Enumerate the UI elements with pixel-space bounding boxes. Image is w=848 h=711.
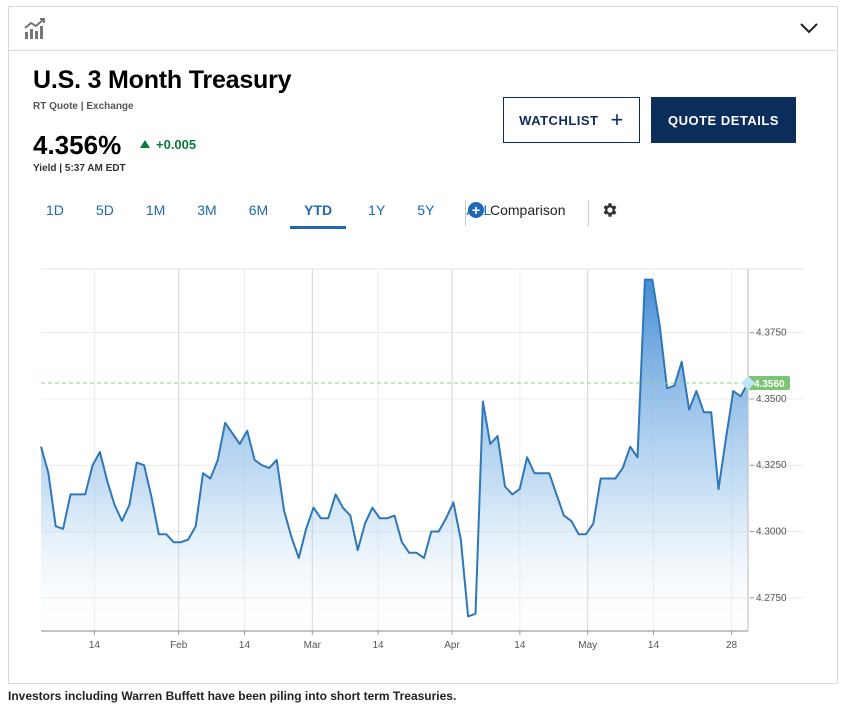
range-tab-5y[interactable]: 5Y [417, 202, 435, 218]
range-tab-5d[interactable]: 5D [95, 202, 114, 218]
range-tab-1m[interactable]: 1M [145, 202, 166, 218]
quote-details-button[interactable]: QUOTE DETAILS [651, 97, 796, 143]
comparison-label: Comparison [490, 202, 566, 218]
quote-time: Yield | 5:37 AM EDT [33, 163, 126, 174]
range-tab-3m[interactable]: 3M [197, 202, 217, 218]
security-title: U.S. 3 Month Treasury [33, 66, 292, 94]
quote-details-button-label: QUOTE DETAILS [668, 112, 779, 128]
plus-icon: + [610, 107, 624, 132]
bar-chart-trend-icon [24, 18, 45, 39]
range-tab-ytd[interactable]: YTD [290, 196, 347, 229]
chevron-down-icon[interactable] [799, 20, 819, 36]
time-range-tabs: 1D 5D 1M 3M 6M YTD 1Y 5Y ALL [30, 196, 507, 232]
price-change: +0.005 [140, 137, 196, 152]
watchlist-button[interactable]: WATCHLIST + [503, 97, 640, 143]
add-circle-icon: + [468, 202, 484, 218]
last-price: 4.356% [33, 130, 122, 160]
comparison-button[interactable]: + Comparison [468, 202, 565, 218]
up-arrow-icon [140, 140, 150, 148]
gear-icon[interactable] [601, 201, 619, 219]
price-change-value: +0.005 [156, 137, 197, 152]
range-tab-6m[interactable]: 6M [248, 202, 269, 218]
range-tab-1d[interactable]: 1D [46, 202, 64, 218]
article-caption: Investors including Warren Buffett have … [8, 689, 457, 703]
quote-source-label: RT Quote | Exchange [33, 101, 134, 112]
watchlist-button-label: WATCHLIST [519, 112, 599, 128]
toolbar-divider [465, 200, 466, 226]
widget-header-bar [9, 7, 837, 51]
toolbar-divider [588, 200, 589, 226]
range-tab-1y[interactable]: 1Y [368, 202, 386, 218]
